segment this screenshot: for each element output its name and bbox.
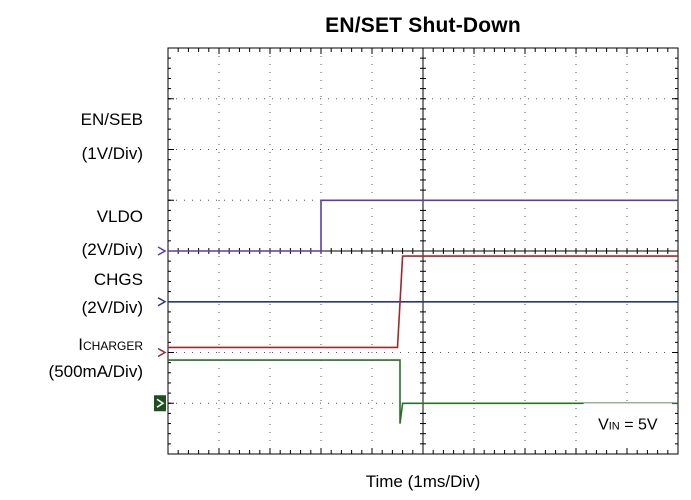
icharger-marker-arrow-icon <box>156 398 165 408</box>
x-axis-label: Time (1ms/Div) <box>365 472 481 491</box>
vldo-label: VLDO <box>96 207 143 226</box>
vldo-marker <box>157 297 167 307</box>
icharger-subscript: CHARGER <box>82 339 143 353</box>
chgs-trace <box>168 255 678 349</box>
vldo-scale: (2V/Div) <box>81 240 143 259</box>
en-seb-scale: (1V/Div) <box>81 144 143 163</box>
icharger-scale: (500mA/Div) <box>48 362 143 381</box>
vin-annotation: VIN = 5V <box>598 417 658 434</box>
en-seb-marker <box>157 246 167 256</box>
en-seb-name: EN/SEB <box>80 110 143 129</box>
chgs-label: CHGS <box>93 270 143 289</box>
vin-annotation-main: V <box>598 417 609 434</box>
vin-annotation-value: = 5V <box>620 417 658 434</box>
chart-title: EN/SET Shut-Down <box>325 14 521 37</box>
icharger-trace <box>168 359 678 424</box>
icharger-label: ICHARGER <box>78 335 143 354</box>
chgs-scale: (2V/Div) <box>81 298 143 317</box>
chgs-marker <box>157 347 167 358</box>
en-seb-trace <box>168 199 678 252</box>
vin-annotation-box <box>583 403 672 444</box>
vin-annotation-subscript: IN <box>609 421 620 433</box>
en-seb-label: EN/SEB <box>81 110 143 130</box>
